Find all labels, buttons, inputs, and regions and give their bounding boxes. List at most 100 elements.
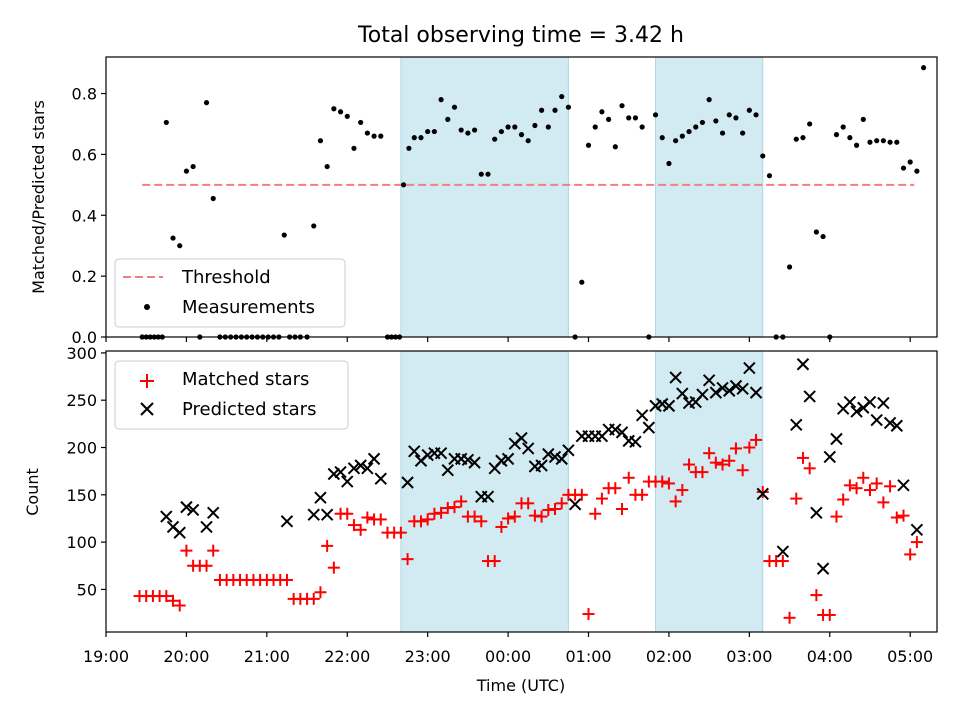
bottom-legend: Matched stars Predicted stars: [114, 360, 349, 430]
predicted-star-point: [743, 361, 756, 375]
measurement-point: [478, 171, 484, 177]
predicted-star-point: [441, 464, 454, 477]
predicted-star-point: [173, 526, 186, 539]
measurement-point: [170, 235, 176, 241]
predicted-star-point: [776, 545, 790, 558]
matched-star-point: [843, 479, 856, 492]
matched-star-point: [756, 485, 769, 498]
measurement-point: [733, 115, 739, 121]
measurement-point: [471, 127, 478, 133]
measurement-point: [659, 135, 665, 141]
predicted-star-point: [696, 388, 709, 401]
measurement-point: [666, 160, 672, 167]
measurement-point: [786, 264, 793, 270]
matched-star-point: [435, 506, 448, 519]
matched-star-point: [448, 501, 461, 514]
measurement-point: [612, 144, 618, 150]
matched-star-point: [401, 553, 414, 566]
measurement-point: [498, 128, 504, 135]
predicted-star-point: [702, 374, 716, 387]
matched-star-point: [709, 456, 722, 469]
chart-title: Total observing time = 3.42 h: [357, 23, 684, 48]
bottom-legend-box: [114, 360, 349, 430]
matched-star-point: [347, 519, 360, 532]
bottom-y-tick-label: 100: [66, 533, 97, 552]
measurement-point: [813, 229, 819, 235]
predicted-star-point: [401, 476, 414, 489]
predicted-star-point: [160, 510, 173, 523]
measurement-point: [760, 153, 766, 159]
measurement-point: [505, 124, 511, 130]
measurement-point: [492, 136, 498, 142]
matched-star-point: [837, 493, 850, 506]
measurement-point: [358, 119, 364, 126]
measurement-point: [807, 121, 813, 127]
bottom-x-ticks: 19:00 20:00 21:00 22:00 23:00 00:00 01:00 02:00…: [83, 632, 933, 666]
matched-star-point: [314, 586, 327, 599]
predicted-star-point: [461, 453, 475, 467]
predicted-star-point: [910, 523, 924, 537]
legend-matched-swatch: [140, 374, 154, 388]
measurement-point: [337, 109, 344, 115]
predicted-star-point: [729, 379, 743, 393]
matched-star-point: [910, 536, 923, 549]
measurement-point: [887, 139, 893, 145]
measurement-point: [579, 279, 585, 285]
predicted-star-point: [756, 487, 769, 501]
predicted-star-point: [609, 423, 622, 436]
predicted-star-point: [816, 562, 830, 575]
measurement-point: [465, 130, 471, 136]
predicted-star-point: [501, 452, 515, 466]
predicted-star-point: [870, 413, 883, 427]
measurement-point: [525, 138, 531, 144]
matched-star-point: [374, 513, 387, 526]
matched-star-point: [475, 515, 488, 528]
bottom-x-tick-label: 22:00: [324, 647, 370, 666]
predicted-star-point: [562, 444, 575, 457]
matched-star-point: [796, 451, 809, 464]
matched-star-point: [750, 433, 763, 446]
measurement-point: [485, 171, 491, 177]
matched-star-point: [455, 495, 468, 508]
measurement-point: [632, 115, 639, 121]
predicted-star-point: [361, 462, 374, 475]
matched-star-point: [508, 510, 521, 523]
matched-star-point: [622, 471, 635, 484]
predicted-star-point: [521, 442, 535, 455]
predicted-star-point: [200, 520, 213, 534]
legend-matched-label: Matched stars: [182, 369, 309, 390]
measurement-point: [418, 135, 424, 141]
predicted-star-point: [642, 421, 656, 434]
bottom-axes-frame: [105, 350, 938, 633]
matched-star-point: [729, 442, 742, 455]
predicted-star-point: [890, 419, 903, 432]
predicted-star-point: [723, 384, 736, 397]
measurement-point: [900, 165, 907, 171]
matched-star-point: [696, 466, 709, 479]
measurement-point: [331, 106, 337, 112]
predicted-star-point: [481, 490, 495, 503]
top-legend-box: [114, 258, 346, 328]
matched-star-point: [863, 484, 876, 497]
measurement-point: [639, 124, 645, 130]
matched-star-point: [421, 513, 434, 526]
measurement-point: [378, 133, 384, 139]
predicted-star-point: [662, 399, 676, 413]
matched-star-point: [723, 454, 736, 467]
measurement-point: [324, 163, 330, 170]
bottom-x-tick-label: 05:00: [887, 647, 933, 666]
matched-star-point: [662, 477, 675, 490]
measurement-point: [713, 118, 719, 124]
predicted-star-point: [716, 381, 729, 395]
matched-star-point: [354, 523, 367, 536]
predicted-star-point: [334, 465, 347, 479]
measurement-point: [592, 124, 598, 130]
bottom-panel: 19:00 20:00 21:00 22:00 23:00 00:00 01:00 02:00…: [23, 344, 938, 695]
matched-star-point: [616, 503, 629, 516]
measurement-point: [177, 243, 183, 249]
matched-star-point: [502, 512, 515, 525]
predicted-star-point: [810, 506, 823, 519]
measurement-point: [746, 107, 752, 113]
measurement-point: [364, 130, 370, 136]
measurement-point: [539, 107, 545, 113]
